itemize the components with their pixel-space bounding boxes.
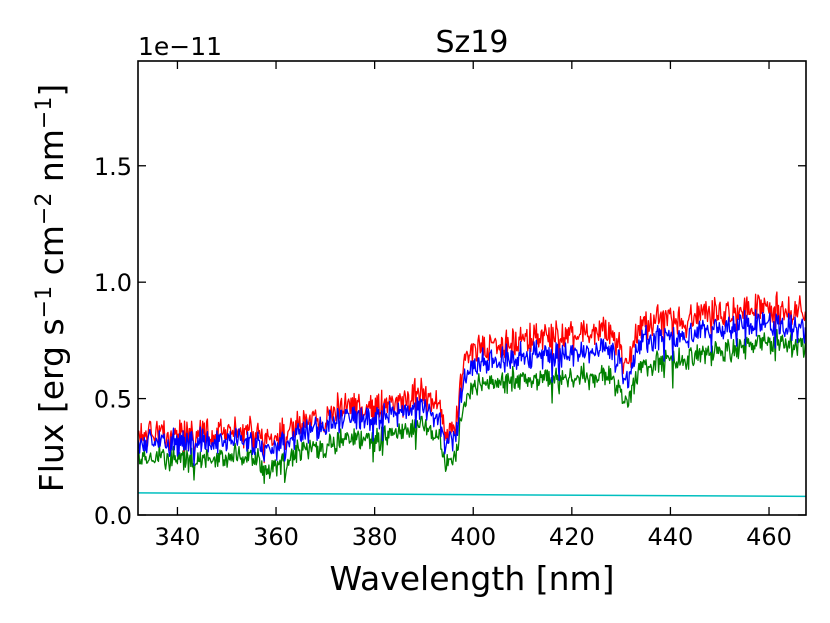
y-tick-label-0.5: 0.5 bbox=[94, 386, 132, 414]
series-line-cyan-continuum bbox=[138, 492, 806, 498]
x-tick-label-440: 440 bbox=[648, 523, 694, 551]
y-axis-ticks: 0.0 0.5 1.0 1.5 bbox=[94, 153, 806, 530]
series-line-red-spectrum bbox=[138, 291, 806, 464]
y-label-sup-s: −1 bbox=[32, 286, 57, 318]
y-label-part-close: ] bbox=[32, 84, 71, 97]
series-line-green-spectrum bbox=[138, 328, 806, 484]
series-layer bbox=[138, 291, 806, 498]
y-axis-label: Flux [erg s−1 cm−2 nm−1] bbox=[32, 84, 72, 492]
x-axis-label: Wavelength [nm] bbox=[329, 559, 614, 598]
y-label-sup-cm: −2 bbox=[32, 193, 57, 225]
y-axis-exponent: 1e−11 bbox=[138, 32, 222, 61]
plot-frame bbox=[137, 60, 807, 516]
x-tick-label-460: 460 bbox=[746, 523, 792, 551]
x-tick-label-340: 340 bbox=[155, 523, 201, 551]
x-tick-label-360: 360 bbox=[253, 523, 299, 551]
y-label-part-cm: cm bbox=[32, 225, 71, 286]
x-tick-label-400: 400 bbox=[450, 523, 496, 551]
y-label-sup-nm: −1 bbox=[32, 97, 57, 129]
y-tick-label-1.0: 1.0 bbox=[94, 269, 132, 297]
series-line-blue-spectrum bbox=[138, 309, 806, 467]
x-tick-label-420: 420 bbox=[549, 523, 595, 551]
y-label-part-nm: nm bbox=[32, 129, 71, 193]
y-label-part-flux: Flux [erg s bbox=[32, 318, 71, 492]
plot-area-background bbox=[138, 61, 806, 515]
y-tick-label-0.0: 0.0 bbox=[94, 502, 132, 530]
chart-title: Sz19 bbox=[436, 25, 509, 60]
x-axis-ticks: 340 360 380 400 420 440 460 bbox=[155, 61, 792, 551]
x-tick-label-380: 380 bbox=[352, 523, 398, 551]
y-tick-label-1.5: 1.5 bbox=[94, 153, 132, 181]
